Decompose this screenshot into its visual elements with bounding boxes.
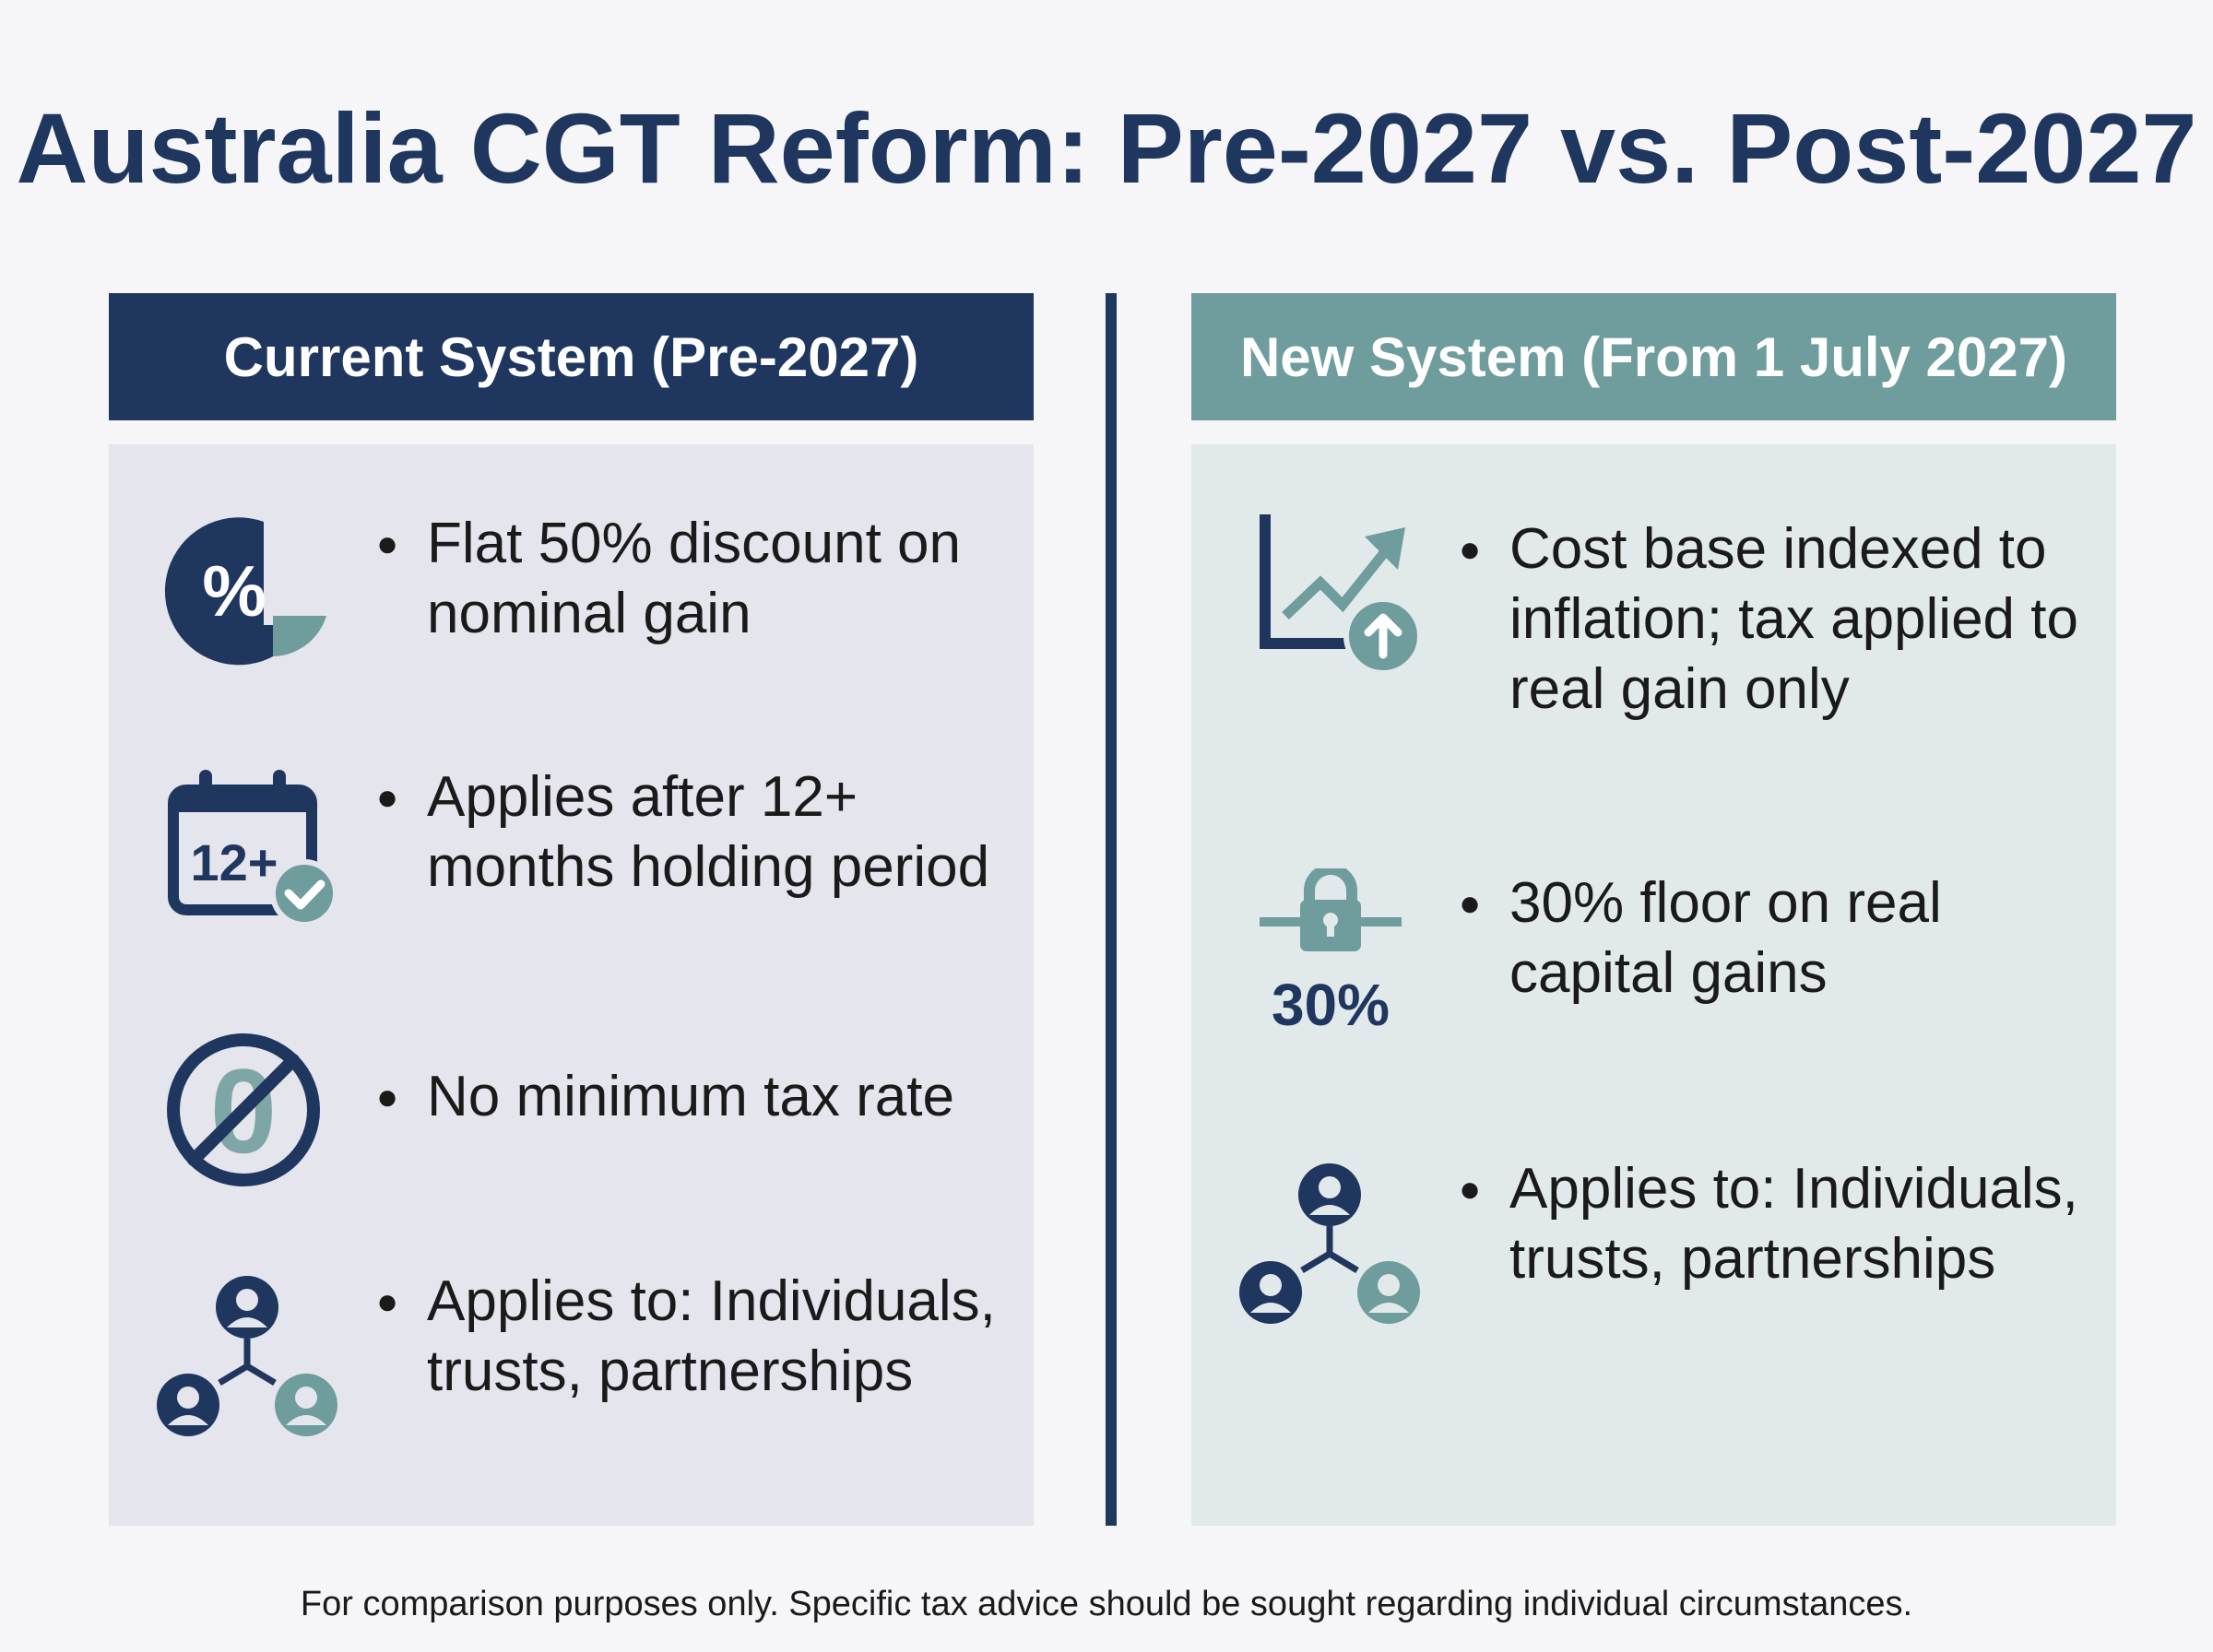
new-system-panel: ● Cost base indexed to inflation; tax ap…: [1191, 444, 2116, 1526]
calendar-label: 12+: [191, 833, 278, 891]
people-network-icon: [1228, 1154, 1431, 1339]
floor-percentage-label: 30%: [1272, 972, 1390, 1038]
column-divider: [1106, 293, 1117, 1526]
growth-chart-icon: [1228, 505, 1431, 690]
current-system-header: Current System (Pre-2027): [109, 293, 1034, 420]
feature-text: Cost base indexed to inflation; tax appl…: [1509, 517, 2078, 721]
new-system-header: New System (From 1 July 2027): [1191, 293, 2116, 420]
feature-text: Flat 50% discount on nominal gain: [427, 512, 962, 645]
people-network-icon: [146, 1267, 349, 1451]
bullet: ●: [376, 1077, 399, 1117]
feature-text: Applies after 12+ months holding period: [427, 765, 990, 899]
feature-text: 30% floor on real capital gains: [1509, 871, 1942, 1005]
bullet: ●: [376, 1281, 399, 1322]
current-system-panel: % ● Flat 50% discount on nominal gain 12…: [109, 444, 1034, 1526]
feature-text: Applies to: Individuals, trusts, partner…: [427, 1269, 996, 1403]
no-zero-icon: 0: [146, 1025, 349, 1191]
disclaimer-footnote: For comparison purposes only. Specific t…: [300, 1585, 1913, 1623]
percent-pie-icon: %: [146, 509, 349, 675]
svg-text:%: %: [202, 550, 266, 631]
feature-text: Applies to: Individuals, trusts, partner…: [1509, 1157, 2078, 1291]
calendar-check-icon: 12+: [146, 762, 349, 928]
bullet: ●: [1459, 883, 1482, 924]
feature-text: No minimum tax rate: [427, 1065, 954, 1128]
bullet: ●: [376, 777, 399, 818]
bullet: ●: [1459, 529, 1482, 570]
padlock-floor-icon: 30%: [1228, 868, 1431, 1044]
bullet: ●: [376, 524, 399, 564]
bullet: ●: [1459, 1169, 1482, 1210]
page-title: Australia CGT Reform: Pre-2027 vs. Post-…: [16, 92, 2197, 204]
